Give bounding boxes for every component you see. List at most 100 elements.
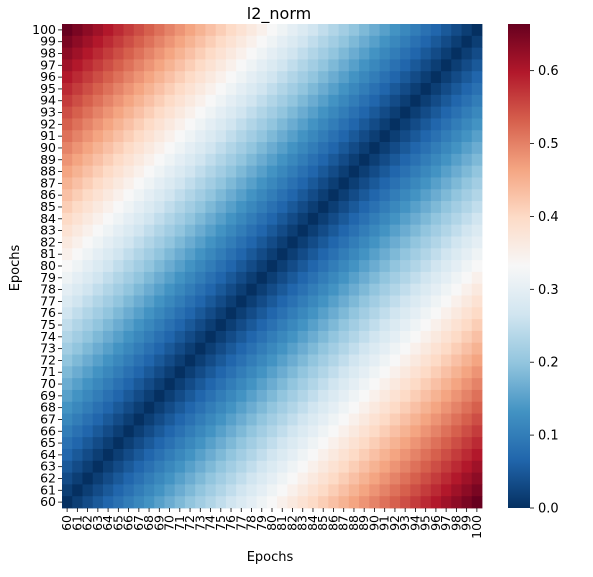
heatmap-cell	[430, 307, 442, 320]
heatmap-cell	[430, 319, 442, 332]
heatmap-cell	[430, 59, 442, 72]
heatmap-cell	[184, 260, 196, 273]
heatmap-cell	[389, 295, 401, 308]
heatmap-cell	[174, 319, 186, 332]
heatmap-cell	[430, 189, 442, 202]
heatmap-cell	[400, 319, 411, 332]
heatmap-cell	[441, 59, 452, 72]
heatmap-cell	[113, 189, 124, 202]
heatmap-cell	[307, 212, 319, 226]
heatmap-cell	[236, 71, 247, 84]
heatmap-cell	[113, 236, 124, 249]
y-tick-label: 64	[40, 447, 56, 462]
heatmap-cell	[266, 330, 278, 344]
heatmap-cell	[318, 142, 329, 155]
heatmap-cell	[389, 106, 401, 119]
heatmap-cell	[379, 189, 391, 202]
heatmap-cell	[410, 389, 421, 403]
heatmap-cell	[369, 236, 380, 249]
heatmap-cell	[297, 295, 309, 308]
heatmap-cell	[174, 448, 186, 462]
heatmap-cell	[420, 118, 432, 131]
heatmap-cell	[430, 83, 442, 96]
heatmap-cell	[430, 142, 442, 155]
heatmap-cell	[246, 496, 258, 509]
y-tick-label: 67	[40, 411, 56, 426]
x-axis-label: Epochs	[247, 550, 294, 565]
heatmap-cell	[92, 94, 104, 108]
heatmap-cell	[287, 224, 299, 237]
heatmap-cell	[256, 307, 268, 320]
heatmap-cell	[82, 342, 94, 355]
heatmap-cell	[205, 236, 217, 249]
heatmap-cell	[62, 472, 73, 485]
heatmap-cell	[174, 484, 186, 497]
heatmap-cell	[338, 389, 350, 403]
heatmap-cell	[225, 248, 237, 261]
heatmap-cell	[174, 71, 186, 84]
heatmap-cell	[359, 59, 370, 72]
heatmap-cell	[328, 153, 339, 167]
heatmap-cell	[389, 236, 401, 249]
heatmap-cell	[420, 425, 432, 438]
heatmap-cell	[400, 401, 411, 414]
heatmap-cell	[338, 319, 350, 332]
heatmap-cell	[184, 401, 196, 414]
heatmap-cell	[102, 496, 114, 509]
heatmap-cell	[236, 165, 247, 178]
heatmap-cell	[348, 448, 360, 462]
heatmap-cell	[225, 389, 237, 403]
heatmap-cell	[143, 94, 155, 108]
heatmap-cell	[82, 260, 94, 273]
heatmap-cell	[236, 47, 247, 60]
heatmap-cell	[328, 319, 339, 332]
heatmap-cell	[410, 271, 421, 285]
heatmap-cell	[379, 389, 391, 403]
heatmap-cell	[184, 378, 196, 391]
heatmap-cell	[328, 130, 339, 143]
heatmap-cell	[277, 189, 288, 202]
heatmap-cell	[420, 413, 432, 426]
heatmap-cell	[143, 378, 155, 391]
x-tick-label: 80	[264, 515, 279, 531]
heatmap-cell	[123, 319, 135, 332]
heatmap-cell	[266, 106, 278, 119]
heatmap-cell	[195, 366, 206, 379]
heatmap-cell	[225, 366, 237, 379]
heatmap-cell	[205, 153, 217, 167]
heatmap-cell	[420, 472, 432, 485]
heatmap-cell	[277, 472, 288, 485]
heatmap-cell	[379, 212, 391, 226]
heatmap-cell	[266, 389, 278, 403]
heatmap-cell	[328, 142, 339, 155]
heatmap-cell	[205, 106, 217, 119]
heatmap-cell	[174, 224, 186, 237]
heatmap-cell	[236, 437, 247, 450]
heatmap-cell	[420, 24, 432, 37]
heatmap-cell	[359, 177, 370, 190]
heatmap-cell	[369, 413, 380, 426]
heatmap-cell	[307, 59, 319, 72]
heatmap-cell	[133, 71, 145, 84]
heatmap-cell	[215, 413, 227, 426]
heatmap-cell	[154, 283, 165, 296]
heatmap-cell	[256, 236, 268, 249]
heatmap-cell	[154, 378, 165, 391]
heatmap-cell	[225, 283, 237, 296]
heatmap-cell	[72, 153, 83, 167]
heatmap-cell	[277, 24, 288, 37]
heatmap-cell	[328, 472, 339, 485]
heatmap-cell	[133, 165, 145, 178]
heatmap-cell	[62, 378, 73, 391]
heatmap-cell	[102, 106, 114, 119]
heatmap-cell	[307, 94, 319, 108]
heatmap-cell	[338, 248, 350, 261]
heatmap-cell	[318, 35, 329, 48]
heatmap-cell	[328, 236, 339, 249]
heatmap-cell	[277, 165, 288, 178]
heatmap-cell	[215, 437, 227, 450]
heatmap-cell	[164, 260, 176, 273]
heatmap-cell	[82, 460, 94, 473]
heatmap-cell	[307, 472, 319, 485]
heatmap-cell	[184, 330, 196, 344]
